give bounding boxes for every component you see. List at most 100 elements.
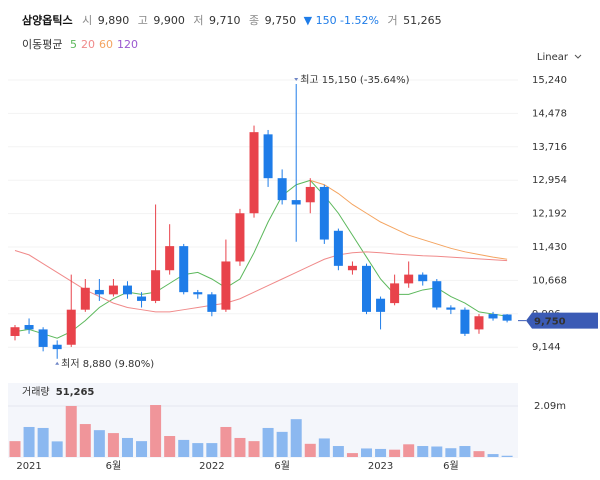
candle-body — [249, 132, 259, 214]
last-price-tag — [526, 312, 598, 329]
candle-body — [277, 178, 287, 201]
volume-bar — [206, 443, 218, 457]
candle-body — [474, 316, 484, 330]
volume-bar — [318, 438, 330, 457]
candle-body — [362, 265, 371, 312]
volume-bar — [150, 405, 162, 457]
price-change: ▼ 150 -1.52% — [304, 14, 379, 27]
volume-bar — [178, 439, 190, 457]
header: 삼양옵틱스 시 9,890 고 9,900 저 9,710 종 9,750 ▼ … — [22, 13, 442, 27]
volume-bar — [501, 455, 513, 457]
volume-bar — [332, 446, 344, 457]
candle-body — [24, 325, 34, 330]
ma-label: 이동평균 — [22, 38, 62, 51]
candle-body — [38, 329, 48, 347]
candle-body — [291, 200, 301, 205]
volume-bar — [37, 427, 49, 457]
candle-body — [235, 213, 245, 262]
y-tick-label: 11,430 — [532, 242, 567, 253]
high-marker — [294, 77, 299, 81]
volume-bar — [262, 427, 274, 457]
stat-value: 9,890 — [98, 14, 130, 27]
stat-value: 51,265 — [403, 14, 442, 27]
candle-body — [10, 327, 20, 336]
candle-body — [432, 281, 442, 308]
candle-body — [404, 274, 414, 284]
volume-bar — [23, 426, 35, 457]
dropdown-icon[interactable] — [574, 54, 582, 59]
candle-body — [94, 289, 104, 295]
volume-label: 거래량 — [22, 386, 50, 398]
volume-bar — [136, 441, 148, 457]
candle-body — [165, 246, 175, 271]
candle-body — [347, 265, 357, 271]
y-tick-label: 12,192 — [532, 209, 567, 220]
volume-tick-label: 2.09m — [534, 401, 566, 412]
stat-label: 저 — [193, 14, 203, 27]
candle-body — [179, 246, 189, 293]
volume-bar — [473, 451, 485, 457]
candle-body — [80, 287, 90, 310]
stat-label: 시 — [82, 14, 92, 27]
candle-body — [460, 309, 470, 334]
x-tick-label: 2023 — [368, 461, 393, 472]
volume-bar — [164, 436, 176, 457]
candle-body — [333, 230, 343, 266]
candle-body — [66, 309, 76, 345]
stat-value: 9,710 — [209, 14, 241, 27]
volume-bar — [487, 454, 499, 457]
candle-body — [122, 285, 132, 295]
ma-legend: 이동평균 5 20 60 120 — [22, 38, 138, 51]
volume-bar — [361, 448, 372, 457]
volume-bar — [417, 446, 429, 457]
y-tick-label: 12,954 — [532, 175, 567, 186]
volume-bar — [459, 446, 471, 457]
y-tick-label: 10,668 — [532, 275, 567, 286]
stat-label: 거 — [387, 14, 397, 27]
volume-bar — [220, 426, 232, 457]
low-marker — [55, 361, 60, 365]
volume-bar — [375, 448, 387, 457]
volume-bar — [304, 443, 316, 457]
candle-body — [52, 344, 62, 350]
x-tick-label: 6월 — [443, 460, 459, 472]
legend-entry: 20 — [81, 38, 95, 51]
candle-body — [108, 285, 118, 295]
volume-bar — [121, 437, 133, 457]
candle-body — [488, 314, 498, 319]
volume-bar — [431, 446, 443, 457]
candle-body — [390, 283, 400, 304]
x-tick-label: 2021 — [16, 461, 41, 472]
stat-label: 종 — [249, 14, 259, 27]
legend-entry: 5 — [70, 38, 77, 51]
candle-body — [263, 134, 273, 179]
x-tick-label: 6월 — [274, 460, 290, 472]
y-tick-label: 15,240 — [532, 75, 567, 86]
volume-bar — [290, 419, 302, 457]
ma-line — [14, 179, 508, 339]
y-tick-label: 13,716 — [532, 142, 567, 153]
volume-title: 거래량 51,265 — [22, 386, 94, 398]
volume-bar — [389, 449, 401, 457]
volume-bar — [403, 444, 415, 457]
candle-body — [319, 186, 329, 240]
candle-body — [193, 292, 203, 295]
x-tick-label: 2022 — [199, 461, 224, 472]
volume-bar — [346, 453, 358, 457]
volume-bar — [276, 431, 288, 457]
candle-body — [376, 298, 386, 312]
legend-entry: 60 — [99, 38, 113, 51]
volume-bar — [79, 424, 91, 457]
candle-body — [305, 186, 315, 203]
candle-body — [151, 270, 161, 301]
volume-bar — [9, 441, 21, 457]
legend-entry: 120 — [117, 38, 138, 51]
volume-bar — [234, 437, 246, 457]
volume-bar — [51, 441, 63, 457]
volume-bar — [192, 443, 204, 457]
candle-body — [502, 314, 512, 321]
candle-body — [207, 294, 217, 312]
candle-body — [221, 261, 231, 310]
scale-toggle[interactable]: Linear — [537, 52, 569, 63]
